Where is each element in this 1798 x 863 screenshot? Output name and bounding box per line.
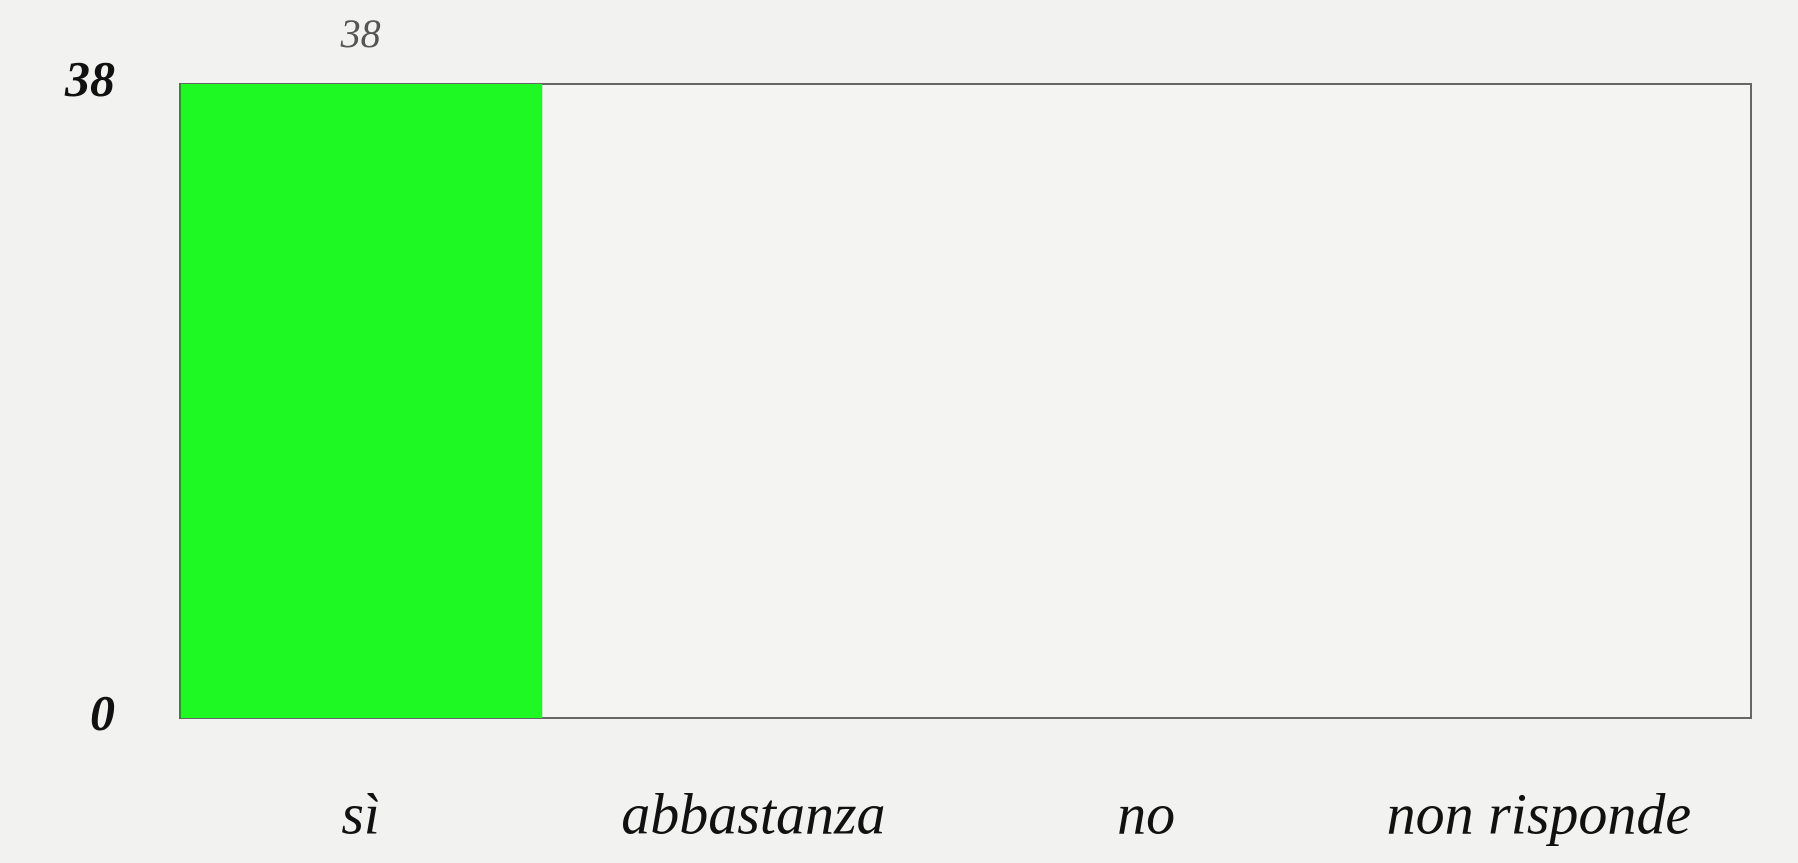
x-tick-label: abbastanza — [621, 781, 885, 846]
y-tick-label: 0 — [90, 684, 115, 740]
x-tick-label: non risponde — [1387, 781, 1692, 846]
bar — [181, 84, 543, 718]
value-label: 38 — [340, 11, 381, 56]
x-tick-label: no — [1117, 781, 1175, 846]
x-tick-label: sì — [341, 781, 380, 846]
y-tick-label: 38 — [64, 50, 115, 106]
